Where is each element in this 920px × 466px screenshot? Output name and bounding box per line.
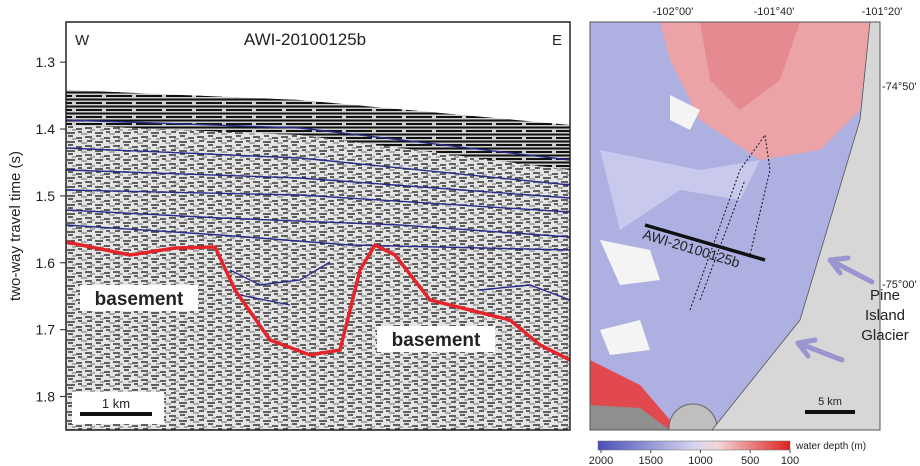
lon-tick-label: -102°00' — [653, 6, 694, 18]
profile-frame — [65, 21, 571, 431]
y-tick-label: 1.8 — [36, 389, 56, 405]
glacier-label: Glacier — [861, 327, 909, 344]
lat-tick-label: -75°00' — [882, 279, 917, 291]
scale-bar — [80, 412, 152, 416]
map-scale-bar — [805, 410, 855, 414]
map-scale-label: 5 km — [818, 396, 842, 408]
y-tick-label: 1.5 — [36, 188, 56, 204]
lon-tick-label: -101°20' — [862, 6, 903, 18]
map-frame — [589, 21, 881, 431]
map-image — [590, 22, 880, 430]
label-box — [80, 285, 198, 311]
y-tick-label: 1.6 — [36, 255, 56, 271]
colorbar-tick-label: 1000 — [688, 455, 712, 466]
profile-title: AWI-20100125b — [244, 30, 366, 49]
glacier-label: Pine — [870, 287, 900, 304]
y-tick-label: 1.3 — [36, 54, 56, 70]
label-box — [377, 326, 495, 352]
y-ticks: 1.3 1.4 1.5 1.6 1.7 1.8 — [36, 54, 66, 405]
colorbar-tick-label: 1500 — [638, 455, 662, 466]
y-tick-label: 1.4 — [36, 121, 56, 137]
y-axis-label: two-way travel time (s) — [7, 151, 24, 301]
seismic-image — [66, 22, 570, 430]
colorbar-label: water depth (m) — [795, 441, 866, 452]
west-label: W — [75, 32, 90, 49]
lon-tick-label: -101°40' — [754, 6, 795, 18]
y-tick-label: 1.7 — [36, 322, 56, 338]
annotation: basement — [392, 330, 481, 351]
colorbar-tick-label: 100 — [781, 455, 799, 466]
colorbar-tick-label: 2000 — [589, 455, 613, 466]
scale-box — [72, 392, 164, 424]
colorbar — [597, 440, 791, 451]
east-label: E — [552, 32, 562, 49]
colorbar-tick-label: 500 — [741, 455, 759, 466]
scale-label: 1 km — [102, 396, 130, 411]
annotation: basement — [95, 289, 184, 310]
colorbar-ticks: 2000 1500 1000 500 100 — [589, 450, 799, 466]
lat-tick-label: -74°50' — [882, 81, 917, 93]
glacier-label: Island — [865, 307, 905, 324]
